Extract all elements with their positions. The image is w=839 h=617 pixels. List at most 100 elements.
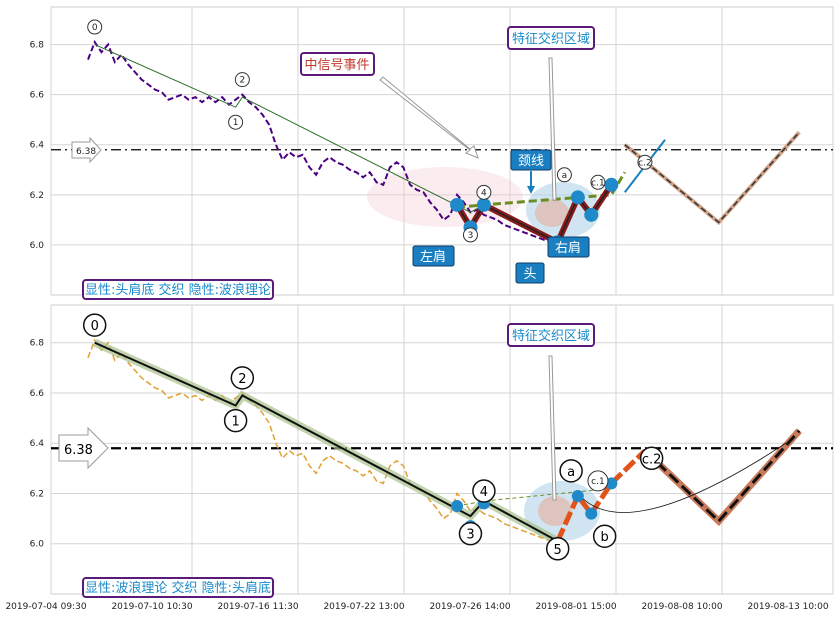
price-line [87, 39, 552, 244]
hs-point-2 [476, 197, 491, 212]
wave-label-text: 3 [466, 528, 474, 543]
box-head: 头 [515, 262, 545, 284]
top-zone-label: 特征交织区域 [512, 31, 590, 47]
wave-label-text: 4 [480, 485, 488, 500]
top-ref-label: 6.38 [76, 147, 96, 157]
x-tick-label: 2019-07-16 11:30 [217, 602, 298, 612]
small-label-c.1: c.1 [587, 470, 609, 492]
svg-text:左肩: 左肩 [420, 249, 446, 265]
top-zone-arrow [548, 57, 557, 201]
bottom-zone-core [538, 496, 572, 526]
svg-text:颈线: 颈线 [518, 154, 544, 169]
y-tick-label: 6.0 [30, 540, 45, 550]
wave-label-text: b [601, 530, 609, 545]
bottom-series [51, 338, 833, 545]
wave-label-a: a [559, 459, 583, 483]
x-tick-label: 2019-07-22 13:00 [323, 602, 404, 612]
small-label-circle [590, 174, 606, 190]
hs-point-0 [450, 197, 465, 212]
bottom-caption: 显性:波浪理论 交织 隐性:头肩底 [82, 577, 274, 598]
wave-label-text: 3 [468, 231, 474, 241]
hs-point-0 [451, 500, 464, 513]
wave-label-circle [545, 537, 570, 561]
hs-point-3 [571, 489, 584, 502]
top-zone-annotation: 特征交织区域 [507, 26, 595, 201]
wave-label-text: 2 [238, 372, 246, 387]
wave-label-4: 4 [472, 479, 496, 503]
small-label-text: c.1 [591, 477, 605, 487]
bottom-zone-annotation: 特征交织区域 [507, 323, 595, 501]
small-label-c.2: c.2 [637, 154, 653, 170]
wave-label-text: 1 [233, 118, 239, 128]
neckline [456, 171, 627, 209]
wave-label-text: 0 [91, 319, 99, 334]
wave-label-circle [82, 313, 107, 337]
wave-label-2: 2 [230, 366, 255, 390]
hs-point-5 [584, 207, 599, 222]
projection [624, 131, 800, 224]
y-tick-label: 6.6 [30, 389, 45, 399]
box-neck: 颈线 [510, 149, 552, 194]
y-tick-label: 6.4 [30, 141, 45, 151]
wave-label-text: 1 [231, 415, 239, 430]
top-ref-arrow: 6.38 [71, 136, 102, 164]
wave-label-text: 5 [554, 543, 562, 558]
event-label: 中信号事件 [304, 58, 369, 73]
x-tick-label: 2019-08-08 10:00 [641, 602, 722, 612]
small-label-text: c.1 [591, 178, 605, 188]
y-tick-label: 6.8 [30, 41, 45, 51]
top-grid [50, 7, 834, 295]
small-label-circle [587, 470, 609, 492]
box-left-shoulder: 左肩 [412, 245, 455, 267]
small-label-text: c.2 [638, 158, 652, 168]
y-tick-label: 6.2 [30, 191, 44, 201]
wave-label-circle [592, 524, 617, 548]
wave-label-text: 0 [92, 23, 98, 33]
svg-text:头: 头 [523, 267, 536, 282]
top-zone-core [535, 199, 569, 227]
top-y-ticks: 6.0 6.2 6.4 6.6 6.8 [30, 41, 45, 251]
bottom-plot-area [50, 304, 834, 595]
hs-point-6 [604, 177, 619, 192]
wave-label-3: 3 [458, 521, 483, 546]
y-tick-label: 6.6 [30, 91, 45, 101]
wave-label-circle [228, 114, 244, 130]
wave-label-circle [639, 446, 664, 471]
y-tick-label: 6.8 [30, 339, 45, 349]
wave-label-text: 4 [481, 188, 487, 198]
wave-label-circle [462, 227, 478, 243]
wave-label-b: b [592, 524, 617, 548]
x-tick-label: 2019-07-04 09:30 [5, 602, 86, 612]
wave-label-3: 3 [462, 227, 478, 243]
wave-label-circle [472, 479, 496, 503]
small-label-text: a [562, 171, 568, 181]
svg-text:显性:波浪理论 交织 隐性:头肩底: 显性:波浪理论 交织 隐性:头肩底 [85, 580, 271, 596]
box-right-shoulder: 右肩 [547, 236, 590, 258]
small-label-a: a [556, 167, 572, 183]
y-tick-label: 6.2 [30, 489, 44, 499]
wave-label-1: 1 [223, 408, 248, 433]
wave-label-5: 5 [545, 537, 570, 561]
bottom-y-ticks: 6.0 6.2 6.4 6.6 6.8 [30, 339, 45, 550]
x-tick-label: 2019-07-26 14:00 [429, 602, 510, 612]
wave-label-1: 1 [228, 114, 244, 130]
x-axis-ticks: 2019-07-04 09:30 2019-07-10 10:30 2019-07-… [5, 602, 828, 612]
neckline [456, 487, 612, 507]
wave-label-circle [223, 408, 248, 433]
top-event-annotation: 中信号事件 [300, 52, 479, 159]
svg-text:显性:头肩底 交织 隐性:波浪理论: 显性:头肩底 交织 隐性:波浪理论 [85, 282, 271, 298]
arc-line [577, 442, 787, 513]
wave-label-circle [559, 459, 583, 483]
wave-line [94, 341, 559, 543]
wave-label-0: 0 [87, 19, 103, 35]
bottom-ref-label: 6.38 [64, 443, 93, 458]
bottom-labels: 0 1 2 3 4 5 a b c.2 c.1 [82, 313, 664, 561]
small-label-circle [556, 167, 572, 183]
bottom-ref-arrow: 6.38 [58, 426, 109, 470]
top-caption: 显性:头肩底 交织 隐性:波浪理论 [82, 279, 274, 300]
small-label-c.1: c.1 [590, 174, 606, 190]
y-tick-label: 6.4 [30, 439, 45, 449]
wave-label-c.2: c.2 [639, 446, 664, 471]
projection-bg [642, 428, 802, 527]
